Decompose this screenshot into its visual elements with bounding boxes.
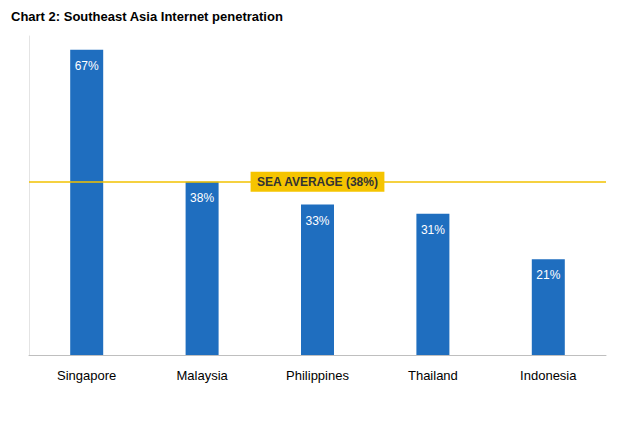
- svg-text:Malaysia: Malaysia: [176, 368, 228, 383]
- svg-text:21%: 21%: [536, 268, 560, 282]
- svg-text:Philippines: Philippines: [286, 368, 349, 383]
- svg-text:31%: 31%: [421, 223, 445, 237]
- svg-text:Chart 2: Southeast Asia Intern: Chart 2: Southeast Asia Internet penetra…: [11, 9, 283, 24]
- svg-text:67%: 67%: [75, 59, 99, 73]
- svg-text:33%: 33%: [305, 214, 329, 228]
- svg-text:38%: 38%: [190, 191, 214, 205]
- svg-text:Indonesia: Indonesia: [520, 368, 577, 383]
- svg-text:Thailand: Thailand: [408, 368, 458, 383]
- svg-text:SEA AVERAGE (38%): SEA AVERAGE (38%): [257, 175, 378, 189]
- svg-text:Singapore: Singapore: [57, 368, 116, 383]
